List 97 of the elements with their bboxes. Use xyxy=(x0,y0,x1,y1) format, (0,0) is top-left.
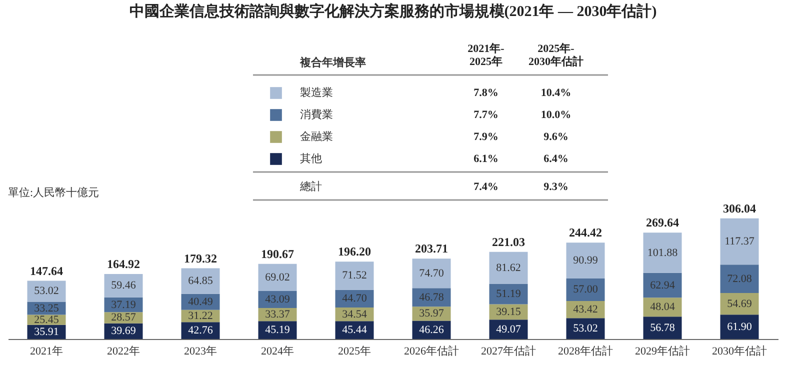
text: 7.7% xyxy=(474,109,498,121)
bar xyxy=(489,252,528,284)
total-label: 164.92 xyxy=(107,256,140,271)
data-label: 62.94 xyxy=(650,279,676,292)
text: 6.1% xyxy=(474,153,498,165)
total-label: 269.64 xyxy=(646,216,679,230)
bar xyxy=(566,242,605,278)
data-label: 101.88 xyxy=(647,246,678,259)
bar xyxy=(489,320,528,339)
data-label: 51.19 xyxy=(496,288,522,300)
data-label: 59.46 xyxy=(111,280,136,292)
text: 9.3% xyxy=(544,181,568,193)
data-label: 81.62 xyxy=(496,262,521,274)
total-label: 147.64 xyxy=(30,264,63,278)
text: 7.9% xyxy=(474,131,498,143)
bar xyxy=(181,268,220,294)
data-label: 44.70 xyxy=(342,292,368,305)
data-label: 42.76 xyxy=(188,324,214,337)
data-label: 28.57 xyxy=(111,312,136,324)
x-tick-label: 2025年 xyxy=(338,346,371,358)
data-label: 40.49 xyxy=(188,296,214,308)
data-label: 34.54 xyxy=(342,308,368,320)
data-label: 72.08 xyxy=(727,272,752,285)
data-label: 43.09 xyxy=(265,294,290,306)
x-tick-label: 2030年估計 xyxy=(712,344,767,358)
text: 7.4% xyxy=(474,181,498,193)
data-label: 33.37 xyxy=(265,308,290,321)
x-tick-label: 2023年 xyxy=(184,346,217,358)
text: 7.8% xyxy=(474,87,498,99)
bar xyxy=(566,318,605,339)
bar xyxy=(643,232,682,273)
data-label: 37.19 xyxy=(111,298,136,311)
legend-label: 消費業 xyxy=(300,108,333,121)
total-label: 179.32 xyxy=(184,251,217,266)
data-label: 39.69 xyxy=(111,325,136,338)
bar xyxy=(335,262,374,290)
data-label: 25.45 xyxy=(34,314,60,326)
total-label: 306.04 xyxy=(723,201,756,216)
bar xyxy=(566,278,605,301)
total-label: 196.20 xyxy=(338,244,371,259)
text: 2025年- 2030年估計 xyxy=(528,42,584,68)
x-tick-label: 2021年 xyxy=(30,346,63,358)
data-label: 45.44 xyxy=(342,324,368,336)
data-label: 54.69 xyxy=(727,298,752,310)
data-label: 56.78 xyxy=(650,322,676,334)
bar xyxy=(720,264,759,294)
text: 2021年- 2025年 xyxy=(468,42,505,68)
text: 6.4% xyxy=(544,153,568,165)
bar xyxy=(720,218,759,265)
text: 總計 xyxy=(299,180,322,193)
data-label: 35.91 xyxy=(34,326,59,338)
bar xyxy=(489,284,528,304)
text: 複合年增長率 xyxy=(299,56,366,69)
data-label: 43.42 xyxy=(573,304,598,316)
text: 10.4% xyxy=(540,87,572,99)
data-label: 49.07 xyxy=(496,323,522,336)
data-label: 90.99 xyxy=(573,254,598,267)
data-label: 61.90 xyxy=(727,320,752,333)
data-label: 57.00 xyxy=(573,284,598,296)
bar xyxy=(412,258,451,288)
text: 10.0% xyxy=(540,109,572,121)
bar xyxy=(643,316,682,339)
chart-title: 中國企業信息技術諮詢與數字化解決方案服務的市場規模(2021年 — 2030年估計) xyxy=(129,2,657,20)
total-label: 203.71 xyxy=(415,242,448,256)
x-tick-label: 2027年估計 xyxy=(481,344,536,358)
data-label: 71.52 xyxy=(342,270,367,282)
data-label: 31.22 xyxy=(188,310,213,322)
x-tick-label: 2029年估計 xyxy=(635,344,690,358)
bar xyxy=(104,274,143,298)
bar xyxy=(258,264,297,292)
data-label: 53.02 xyxy=(573,322,598,335)
total-label: 190.67 xyxy=(261,246,294,261)
legend-label: 金融業 xyxy=(300,131,333,143)
data-label: 48.04 xyxy=(650,301,676,314)
x-tick-label: 2024年 xyxy=(261,346,294,358)
data-label: 69.02 xyxy=(265,271,290,284)
data-label: 35.97 xyxy=(419,308,444,320)
data-label: 45.19 xyxy=(265,324,290,336)
data-label: 53.02 xyxy=(34,285,59,298)
total-label: 244.42 xyxy=(569,226,602,240)
x-tick-label: 2022年 xyxy=(107,346,140,358)
total-label: 221.03 xyxy=(492,234,525,249)
bar xyxy=(258,321,297,339)
data-label: 33.25 xyxy=(34,302,60,314)
data-label: 74.70 xyxy=(419,267,444,280)
bar xyxy=(720,314,759,339)
text: 單位:人民幣十億元 xyxy=(8,186,100,199)
data-label: 46.78 xyxy=(419,291,444,304)
data-label: 117.37 xyxy=(724,235,755,248)
x-tick-label: 2026年估計 xyxy=(404,344,459,358)
data-label: 46.26 xyxy=(419,324,444,336)
text: 9.6% xyxy=(544,131,568,143)
legend-label: 製造業 xyxy=(300,86,333,99)
legend-label: 其他 xyxy=(300,152,322,165)
data-label: 64.85 xyxy=(188,275,214,288)
data-label: 39.15 xyxy=(496,306,522,318)
x-tick-label: 2028年估計 xyxy=(558,344,613,358)
